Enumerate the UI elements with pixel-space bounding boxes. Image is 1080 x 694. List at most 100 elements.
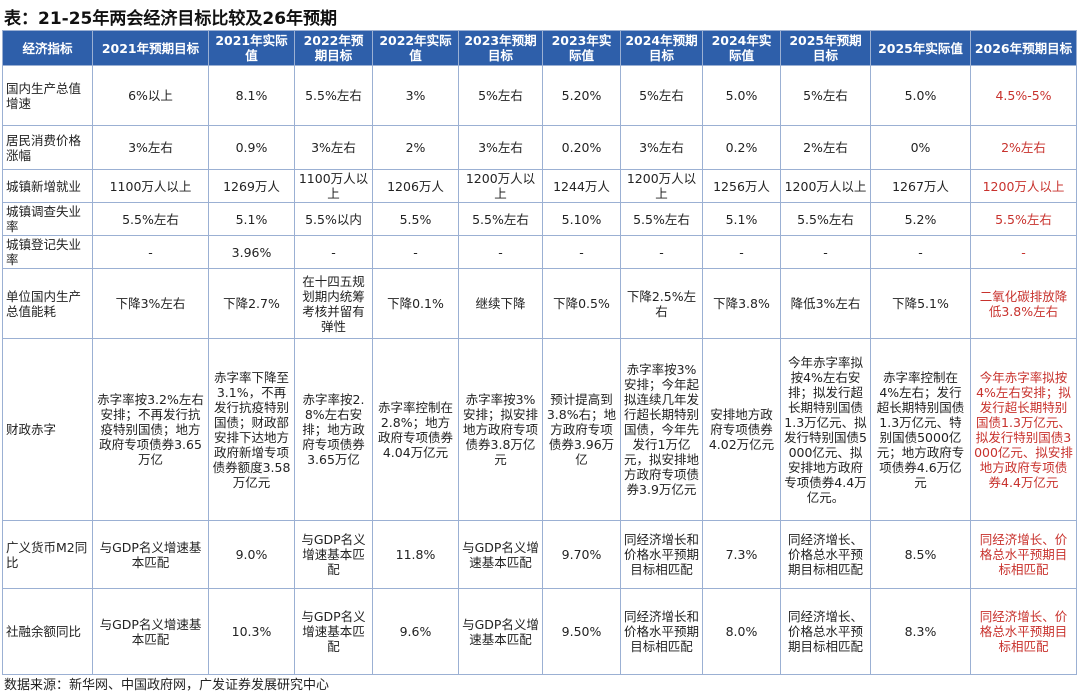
row-label: 城镇新增就业 <box>2 169 93 203</box>
table-cell: 5.5% <box>372 202 459 236</box>
table-cell: 9.0% <box>208 520 295 589</box>
table-cell: 5.2% <box>870 202 971 236</box>
column-header: 2023年实际值 <box>542 30 621 66</box>
table-cell: 0.9% <box>208 125 295 170</box>
table-cell: - <box>372 235 459 269</box>
table-cell: 7.3% <box>702 520 781 589</box>
table-row: 城镇登记失业率 -3.96% - - - - - - - - - <box>2 235 1077 269</box>
table-cell: 5.0% <box>870 65 971 126</box>
table-cell: 下降3.8% <box>702 268 781 339</box>
row-label: 国内生产总值增速 <box>2 65 93 126</box>
row-label: 城镇登记失业率 <box>2 235 93 269</box>
table-cell: 赤字率按3%安排；拟安排地方政府专项债券3.8万亿元 <box>458 338 543 521</box>
table-cell: 与GDP名义增速基本匹配 <box>458 520 543 589</box>
table-cell: 1256万人 <box>702 169 781 203</box>
table-cell: 5.5%左右 <box>92 202 209 236</box>
table-cell: 在十四五规划期内统筹考核并留有弹性 <box>294 268 373 339</box>
table-cell: 5.10% <box>542 202 621 236</box>
table-cell: 10.3% <box>208 588 295 675</box>
table-cell: 今年赤字率拟按4%左右安排；拟发行超长期特别国债1.3万亿元、拟发行特别国债50… <box>780 338 871 521</box>
comparison-table: 经济指标 2021年预期目标 2021年实际值 2022年预期目标 2022年实际值 20… <box>2 30 1077 675</box>
table-cell: 同经济增长和价格水平预期目标相匹配 <box>620 588 703 675</box>
table-cell: 赤字率控制在4%左右；发行超长期特别国债1.3万亿元、特别国债5000亿元；地方… <box>870 338 971 521</box>
table-row: 单位国内生产总值能耗 下降3%左右 下降2.7% 在十四五规划期内统筹考核并留有弹性下… <box>2 268 1077 339</box>
table-cell: 与GDP名义增速基本匹配 <box>92 520 209 589</box>
table-cell: 4.5%-5% <box>970 65 1077 126</box>
table-cell: - <box>458 235 543 269</box>
table-row: 国内生产总值增速 6%以上 8.1% 5.5%左右 3% 5%左右 5.20% 5%左右 5.0… <box>2 65 1077 126</box>
table-cell: 5.0% <box>702 65 781 126</box>
table-cell: 1206万人 <box>372 169 459 203</box>
table-row: 城镇调查失业率 5.5%左右 5.1% 5.5%以内 5.5% 5.5%左右 5.10% 5.… <box>2 202 1077 236</box>
table-cell: 5%左右 <box>458 65 543 126</box>
table-cell: 5.5%左右 <box>970 202 1077 236</box>
table-cell: 继续下降 <box>458 268 543 339</box>
table-row: 城镇新增就业 1100万人以上 1269万人 1100万人以上 1206万人 1200万人… <box>2 169 1077 203</box>
table-cell: 5.5%以内 <box>294 202 373 236</box>
table-cell: 5.1% <box>702 202 781 236</box>
table-cell: - <box>294 235 373 269</box>
table-cell: 5%左右 <box>620 65 703 126</box>
table-cell: 同经济增长、价格总水平预期目标相匹配 <box>970 588 1077 675</box>
table-cell: 赤字率控制在2.8%；地方政府专项债券4.04万亿元 <box>372 338 459 521</box>
column-header: 2024年预期目标 <box>620 30 703 66</box>
table-cell: 赤字率按3%安排；今年起拟连续几年发行超长期特别国债，今年先发行1万亿元，拟安排… <box>620 338 703 521</box>
table-cell: 8.5% <box>870 520 971 589</box>
row-label: 城镇调查失业率 <box>2 202 93 236</box>
table-cell: 下降0.5% <box>542 268 621 339</box>
table-cell: 1100万人以上 <box>92 169 209 203</box>
table-cell: 同经济增长、价格总水平预期目标相匹配 <box>780 588 871 675</box>
table-cell: - <box>92 235 209 269</box>
row-label: 社融余额同比 <box>2 588 93 675</box>
table-cell: 同经济增长和价格水平预期目标相匹配 <box>620 520 703 589</box>
table-cell: 同经济增长、价格总水平预期目标相匹配 <box>780 520 871 589</box>
row-label: 广义货币M2同比 <box>2 520 93 589</box>
table-cell: - <box>970 235 1077 269</box>
row-label: 财政赤字 <box>2 338 93 521</box>
column-header: 2024年实际值 <box>702 30 781 66</box>
table-cell: 0% <box>870 125 971 170</box>
table-cell: 赤字率下降至3.1%，不再发行抗疫特别国债；财政部安排下达地方政府新增专项债券额… <box>208 338 295 521</box>
table-cell: - <box>702 235 781 269</box>
table-cell: 0.2% <box>702 125 781 170</box>
table-cell: 1267万人 <box>870 169 971 203</box>
title: 表：21-25年两会经济目标比较及26年预期 <box>4 9 338 29</box>
table-cell: 今年赤字率拟按4%左右安排；拟发行超长期特别国债1.3万亿元、拟发行特别国债30… <box>970 338 1077 521</box>
table-cell: - <box>780 235 871 269</box>
table-cell: 3% <box>372 65 459 126</box>
table-cell: 下降3%左右 <box>92 268 209 339</box>
table-cell: 5.5%左右 <box>780 202 871 236</box>
table-cell: 9.70% <box>542 520 621 589</box>
table-cell: 与GDP名义增速基本匹配 <box>92 588 209 675</box>
table-cell: 下降2.7% <box>208 268 295 339</box>
table-cell: 3%左右 <box>92 125 209 170</box>
table-cell: 1200万人以上 <box>620 169 703 203</box>
column-header: 2021年预期目标 <box>92 30 209 66</box>
table-cell: 3%左右 <box>620 125 703 170</box>
table-cell: 赤字率按3.2%左右安排；不再发行抗疫特别国债；地方政府专项债券3.65万亿 <box>92 338 209 521</box>
table-row: 财政赤字 赤字率按3.2%左右安排；不再发行抗疫特别国债；地方政府专项债券3.65… <box>2 338 1077 521</box>
table-cell: 安排地方政府专项债券4.02万亿元 <box>702 338 781 521</box>
table-cell: 5.5%左右 <box>458 202 543 236</box>
table-cell: 11.8% <box>372 520 459 589</box>
column-header: 2022年预期目标 <box>294 30 373 66</box>
column-header: 2023年预期目标 <box>458 30 543 66</box>
table-cell: 2%左右 <box>970 125 1077 170</box>
table-cell: - <box>620 235 703 269</box>
table-body: 国内生产总值增速 6%以上 8.1% 5.5%左右 3% 5%左右 5.20% 5%左右 5.0… <box>2 65 1077 675</box>
table-cell: 8.1% <box>208 65 295 126</box>
table-cell: 二氧化碳排放降低3.8%左右 <box>970 268 1077 339</box>
table-cell: 降低3%左右 <box>780 268 871 339</box>
table-cell: 下降5.1% <box>870 268 971 339</box>
table-cell: 1200万人以上 <box>970 169 1077 203</box>
table-cell: - <box>542 235 621 269</box>
table-cell: 下降2.5%左右 <box>620 268 703 339</box>
table-cell: 与GDP名义增速基本匹配 <box>294 520 373 589</box>
table-cell: 5.20% <box>542 65 621 126</box>
table-cell: 1244万人 <box>542 169 621 203</box>
table-cell: 6%以上 <box>92 65 209 126</box>
table-cell: 预计提高到3.8%右；地方政府专项债券3.96万亿 <box>542 338 621 521</box>
table-cell: - <box>870 235 971 269</box>
table-cell: 1269万人 <box>208 169 295 203</box>
